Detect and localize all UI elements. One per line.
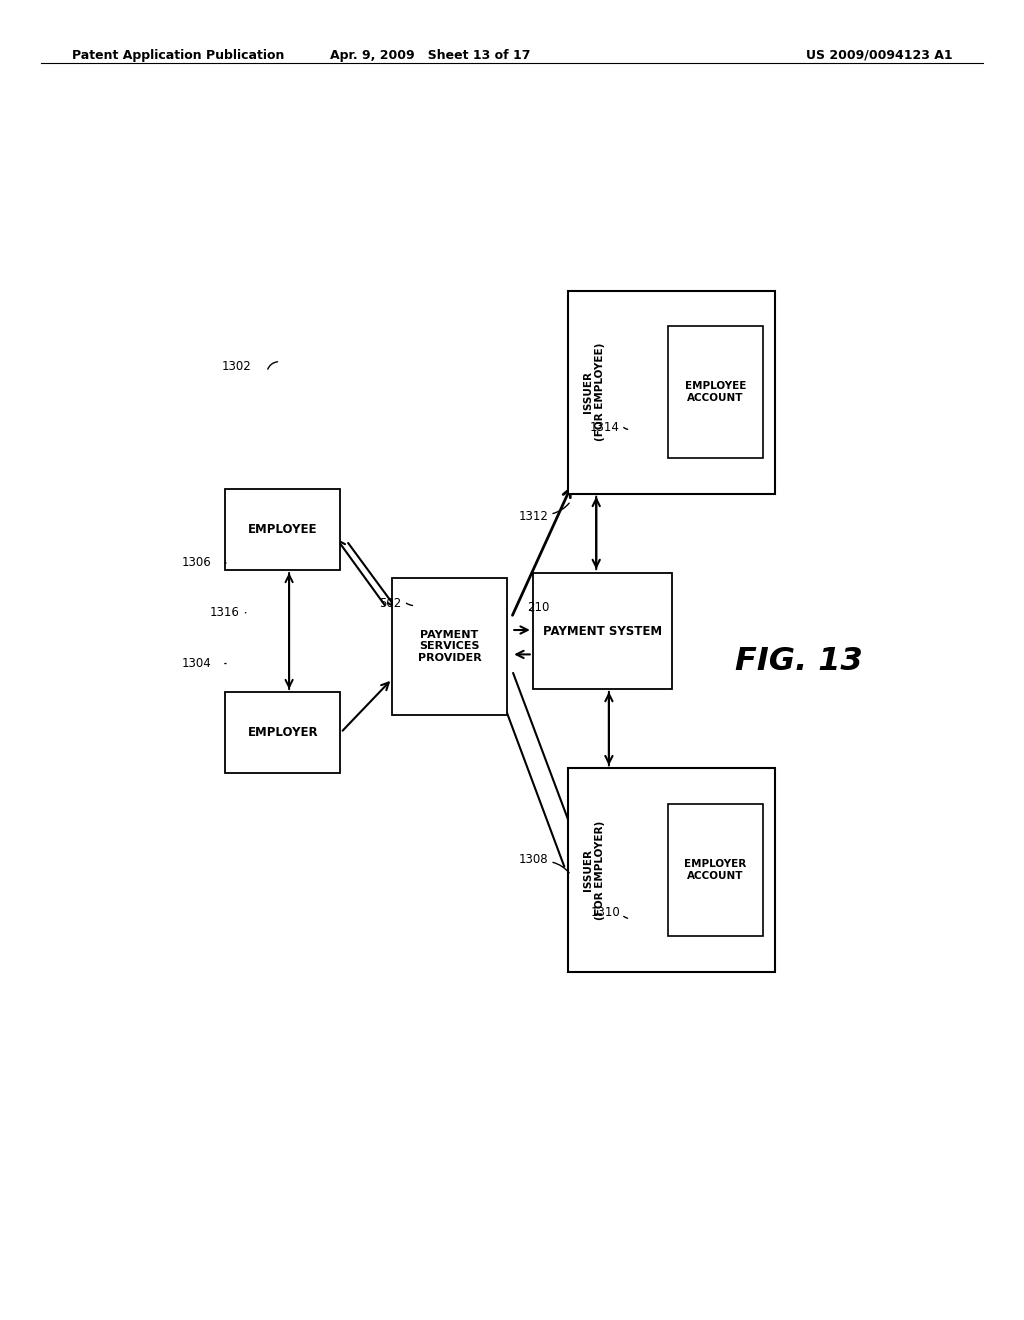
Text: US 2009/0094123 A1: US 2009/0094123 A1 [806,49,952,62]
FancyBboxPatch shape [668,804,763,936]
Text: PAYMENT
SERVICES
PROVIDER: PAYMENT SERVICES PROVIDER [418,630,481,663]
FancyBboxPatch shape [568,290,775,494]
Text: EMPLOYER: EMPLOYER [248,726,318,739]
Text: 1308: 1308 [519,853,549,866]
Text: 1304: 1304 [181,657,211,671]
Text: Patent Application Publication: Patent Application Publication [72,49,284,62]
FancyBboxPatch shape [568,768,775,972]
Text: 1312: 1312 [519,510,549,523]
Text: 502: 502 [380,597,401,610]
Text: PAYMENT SYSTEM: PAYMENT SYSTEM [543,624,663,638]
Text: 1314: 1314 [590,421,620,434]
Text: ISSUER
(FOR EMPLOYEE): ISSUER (FOR EMPLOYEE) [583,343,604,441]
Text: EMPLOYEE
ACCOUNT: EMPLOYEE ACCOUNT [685,381,745,403]
FancyBboxPatch shape [534,573,672,689]
FancyBboxPatch shape [392,578,507,715]
Text: 1302: 1302 [221,360,251,374]
Text: Apr. 9, 2009   Sheet 13 of 17: Apr. 9, 2009 Sheet 13 of 17 [330,49,530,62]
Text: ISSUER
(FOR EMPLOYER): ISSUER (FOR EMPLOYER) [583,820,604,920]
FancyBboxPatch shape [225,692,340,774]
FancyBboxPatch shape [668,326,763,458]
Text: EMPLOYEE: EMPLOYEE [248,523,317,536]
Text: 1316: 1316 [209,606,240,619]
FancyBboxPatch shape [225,488,340,570]
Text: 1310: 1310 [590,906,620,919]
Text: FIG. 13: FIG. 13 [734,645,862,677]
Text: 1306: 1306 [181,557,211,569]
Text: 210: 210 [527,601,550,614]
Text: EMPLOYER
ACCOUNT: EMPLOYER ACCOUNT [684,859,746,880]
